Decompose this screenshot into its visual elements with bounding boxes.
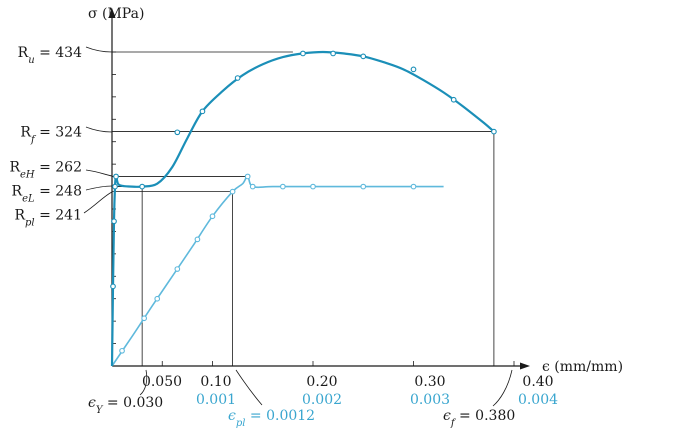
leader-rpl: [83, 191, 113, 214]
data-point-fine: [174, 266, 181, 272]
data-point-coarse: [111, 218, 117, 225]
data-point-fine: [119, 347, 125, 354]
x-tick-label-coarse: 0.10: [200, 374, 231, 390]
data-point-fine: [154, 295, 161, 302]
x-tick-label-coarse: 0.40: [522, 374, 553, 390]
leader-ru: [85, 46, 113, 53]
data-point-fine: [310, 183, 316, 190]
data-point-coarse: [112, 183, 118, 190]
x-axis-arrow: [520, 362, 530, 370]
data-point-coarse: [450, 96, 457, 103]
data-point-fine: [280, 183, 286, 190]
data-point-fine: [249, 183, 256, 190]
leader-rf: [85, 126, 113, 133]
reference-label-rel: ReL = 248: [12, 184, 82, 205]
reference-lines: [83, 46, 513, 407]
leader-yield-strain: [139, 369, 148, 396]
axes: [108, 8, 530, 370]
axis-and-reference-labels: σ (MPa) ϵ (mm/mm) Ru = 434 Rf = 324 ReH = 26…: [9, 6, 623, 429]
data-point-fine: [410, 183, 417, 190]
series-fine-scale: [111, 173, 444, 367]
data-point-coarse: [491, 128, 497, 135]
x-tick-label-fine: 0.002: [302, 392, 342, 408]
data-point-coarse: [174, 129, 181, 136]
leader-rel: [85, 185, 113, 191]
data-point-fine: [229, 188, 236, 195]
series-coarse-scale: [110, 50, 497, 367]
data-point-coarse: [113, 173, 119, 180]
data-point-coarse: [234, 75, 241, 81]
x-tick-label-fine: 0.003: [410, 392, 450, 408]
data-point-coarse: [139, 183, 145, 190]
data-point-coarse: [300, 50, 306, 57]
series-line-fine: [111, 175, 444, 367]
x-tick-label-fine: 0.004: [518, 392, 558, 408]
reference-label-rpl: Rpl = 241: [14, 208, 82, 229]
data-point-coarse: [360, 53, 367, 60]
annotation-yield-strain: ϵY = 0.030: [88, 395, 163, 416]
data-point-coarse: [110, 283, 116, 290]
x-tick-label-fine: 0.001: [196, 392, 236, 408]
data-point-fine: [194, 236, 201, 243]
data-point-fine: [141, 315, 148, 322]
leader-reh: [85, 169, 113, 177]
data-point-fine: [244, 173, 251, 180]
data-point-coarse: [199, 108, 206, 115]
data-point-coarse: [410, 66, 417, 73]
reference-label-reh: ReH = 262: [9, 159, 82, 180]
series-line-coarse: [110, 50, 495, 367]
x-tick-label-coarse: 0.20: [306, 374, 337, 390]
reference-label-ru: Ru = 434: [18, 45, 82, 66]
leader-pl-strain: [235, 369, 263, 406]
annotation-fracture-strain: ϵf = 0.380: [443, 408, 515, 429]
x-tick-label-coarse: 0.30: [414, 374, 445, 390]
y-axis-arrow: [108, 8, 116, 18]
leader-fracture-strain: [492, 369, 513, 407]
annotation-pl-strain: ϵpl = 0.0012: [228, 408, 315, 429]
x-tick-label-coarse: 0.050: [142, 374, 182, 390]
x-axis-label: ϵ (mm/mm): [542, 359, 623, 375]
data-point-fine: [360, 183, 367, 190]
reference-label-rf: Rf = 324: [20, 125, 82, 146]
data-point-coarse: [330, 50, 336, 57]
y-axis-label: σ (MPa): [88, 6, 144, 22]
data-point-fine: [209, 213, 216, 220]
